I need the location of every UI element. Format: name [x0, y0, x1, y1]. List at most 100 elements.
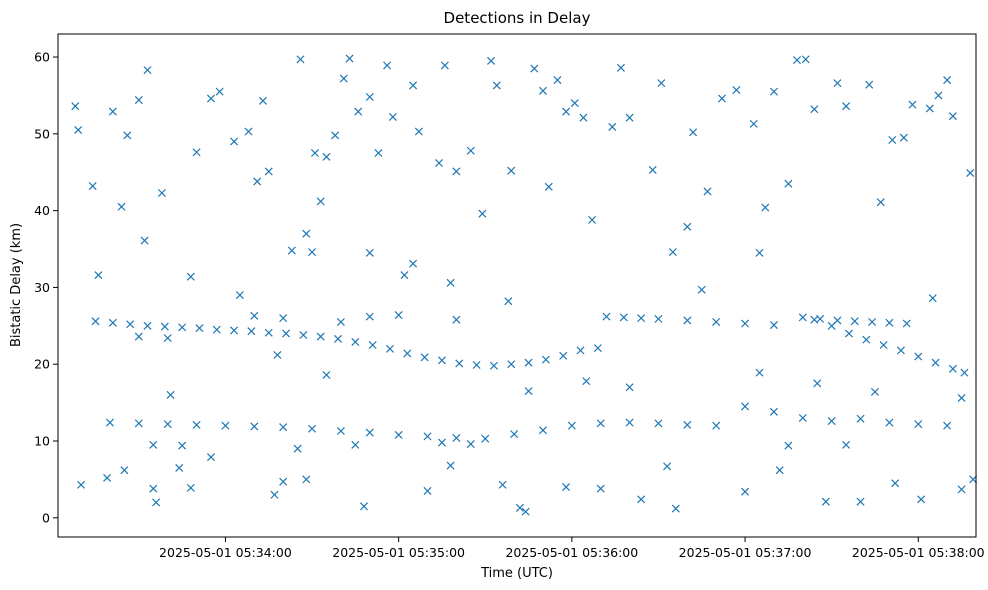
data-point [446, 461, 455, 470]
data-point [582, 377, 591, 386]
data-point [88, 182, 97, 191]
data-point [486, 56, 496, 65]
data-point [71, 102, 80, 111]
data-point [331, 131, 340, 140]
data-point [206, 94, 216, 103]
data-point [769, 321, 778, 330]
data-point [596, 484, 605, 493]
data-point [507, 166, 516, 175]
data-point [365, 428, 374, 437]
data-point [596, 419, 605, 428]
data-point [250, 311, 259, 320]
data-point [562, 483, 571, 492]
data-point [394, 430, 403, 439]
data-point [388, 112, 397, 121]
data-point [409, 81, 418, 90]
data-point [287, 246, 296, 255]
data-point [741, 487, 750, 496]
data-point [374, 149, 383, 158]
data-point [876, 198, 885, 207]
data-point [902, 319, 911, 328]
data-point [351, 440, 360, 449]
data-point [856, 414, 865, 423]
y-axis-ticks: 0 10 20 30 40 50 60 [34, 50, 58, 525]
data-point [850, 317, 859, 326]
data-point [452, 433, 461, 442]
data-point [741, 402, 750, 411]
data-point [478, 209, 487, 218]
data-point [134, 96, 143, 105]
data-point [247, 327, 256, 336]
data-point [270, 490, 279, 499]
data-point [862, 335, 871, 344]
x-axis-ticks: 2025-05-01 05:34:00 2025-05-01 05:35:00 20… [159, 537, 985, 560]
data-point [235, 291, 244, 300]
data-point [166, 390, 175, 399]
data-point [510, 430, 519, 439]
data-point [703, 187, 712, 196]
data-point [108, 107, 117, 116]
data-point [455, 359, 464, 368]
data-point [755, 248, 764, 257]
data-points [71, 54, 978, 516]
data-point [755, 368, 764, 377]
data-point [117, 202, 126, 211]
data-point [333, 334, 343, 343]
data-point [544, 182, 553, 191]
data-point [538, 426, 548, 435]
data-point [844, 329, 854, 338]
data-point [403, 349, 412, 358]
data-point [637, 314, 646, 323]
data-point [697, 285, 706, 294]
data-point [957, 485, 966, 494]
data-point [221, 421, 230, 430]
data-point [761, 203, 770, 212]
data-point [420, 353, 429, 362]
data-point [801, 55, 810, 64]
plot-frame [57, 33, 977, 538]
data-point [668, 248, 677, 257]
data-point [567, 421, 576, 430]
data-point [530, 64, 539, 73]
data-point [683, 420, 692, 429]
data-point [437, 356, 446, 365]
data-point [440, 61, 449, 70]
data-point [322, 370, 331, 379]
data-point [865, 80, 874, 89]
x-tick-label: 2025-05-01 05:37:00 [679, 545, 812, 560]
data-point [741, 319, 750, 328]
data-point [296, 55, 305, 64]
data-point [827, 417, 836, 426]
data-point [481, 434, 490, 443]
data-point [120, 466, 129, 475]
data-point [885, 318, 894, 327]
data-point [336, 317, 345, 327]
data-point [663, 462, 672, 471]
data-point [94, 271, 103, 280]
data-point [409, 259, 418, 268]
data-point [103, 473, 112, 482]
data-point [868, 317, 877, 327]
data-point [908, 100, 917, 109]
data-point [186, 272, 195, 281]
data-point [657, 79, 666, 88]
data-point [437, 438, 446, 447]
data-point [732, 86, 741, 95]
data-point [914, 420, 923, 429]
data-point [365, 312, 374, 321]
data-point [230, 137, 239, 146]
data-point [559, 351, 568, 360]
x-tick-label: 2025-05-01 05:38:00 [852, 545, 985, 560]
y-tick-label: 10 [34, 434, 50, 449]
data-point [365, 92, 374, 101]
y-tick-label: 20 [34, 357, 50, 372]
data-point [264, 328, 273, 337]
data-point [149, 484, 158, 493]
data-point [282, 329, 291, 338]
data-point [253, 177, 262, 186]
y-tick-label: 0 [42, 510, 50, 525]
data-point [163, 334, 172, 343]
data-point [524, 387, 533, 396]
data-point [466, 440, 475, 449]
data-point [489, 361, 498, 370]
